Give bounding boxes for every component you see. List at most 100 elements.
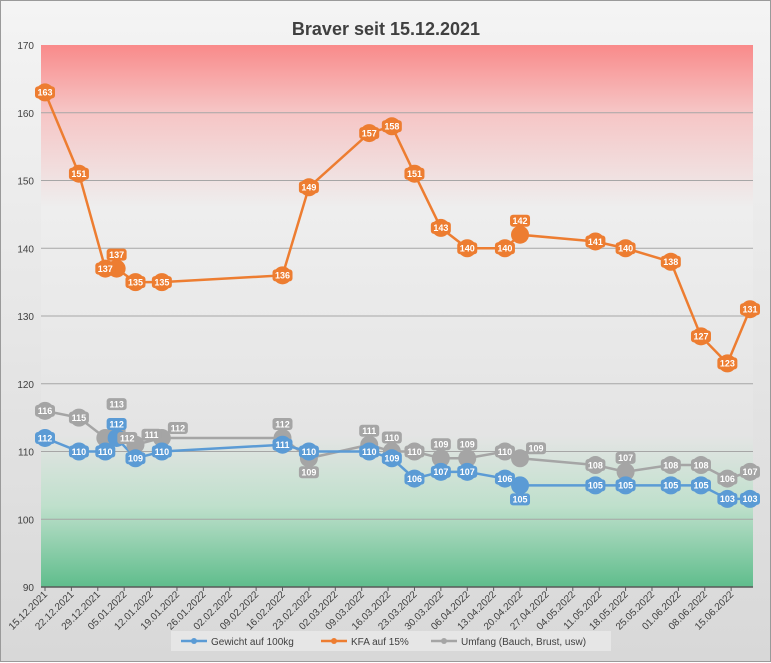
data-label-background bbox=[35, 404, 55, 417]
data-label: 158 bbox=[384, 122, 399, 132]
data-label: 111 bbox=[362, 426, 376, 436]
data-label: 105 bbox=[618, 481, 633, 491]
data-label-background bbox=[151, 445, 172, 458]
data-label-background bbox=[717, 492, 738, 505]
data-label-background bbox=[272, 269, 293, 282]
data-label-background bbox=[95, 262, 116, 275]
data-label-background bbox=[585, 479, 606, 492]
data-label: 109 bbox=[301, 468, 316, 478]
data-label-background bbox=[404, 445, 425, 458]
y-tick-label: 130 bbox=[17, 312, 34, 323]
data-point bbox=[511, 476, 530, 495]
data-label: 113 bbox=[109, 399, 124, 409]
data-label-background bbox=[494, 472, 515, 485]
data-label: 108 bbox=[588, 460, 603, 470]
data-label-background bbox=[68, 411, 89, 424]
data-label-background bbox=[106, 417, 127, 430]
data-label: 140 bbox=[618, 244, 633, 254]
data-label: 110 bbox=[98, 447, 113, 457]
data-label-background bbox=[717, 357, 738, 370]
data-label-background bbox=[510, 493, 531, 506]
data-label-background bbox=[106, 248, 127, 261]
data-label-background bbox=[526, 442, 547, 455]
legend-label: KFA auf 15% bbox=[351, 637, 409, 648]
data-label: 109 bbox=[128, 454, 143, 464]
data-label-background bbox=[690, 459, 711, 472]
data-label: 136 bbox=[275, 271, 290, 281]
data-label: 105 bbox=[513, 495, 528, 505]
data-label-background bbox=[690, 330, 711, 343]
data-label-background bbox=[494, 242, 515, 255]
data-label: 108 bbox=[663, 460, 678, 470]
data-label-background bbox=[298, 445, 319, 458]
data-label: 115 bbox=[72, 413, 87, 423]
data-label: 103 bbox=[720, 494, 735, 504]
data-label: 109 bbox=[529, 444, 544, 454]
data-label-background bbox=[430, 438, 451, 451]
y-tick-label: 160 bbox=[17, 109, 34, 120]
data-label: 141 bbox=[588, 237, 603, 247]
legend: Gewicht auf 100kg KFA auf 15% Umfang (Bauc… bbox=[171, 631, 611, 651]
y-tick-label: 170 bbox=[17, 41, 34, 52]
legend-background bbox=[171, 631, 611, 651]
data-label: 105 bbox=[693, 481, 708, 491]
data-label: 151 bbox=[71, 169, 86, 179]
legend-label: Umfang (Bauch, Brust, usw) bbox=[461, 637, 586, 648]
data-label: 107 bbox=[460, 467, 475, 477]
data-label: 142 bbox=[513, 216, 528, 226]
data-label: 157 bbox=[362, 128, 377, 138]
data-label: 109 bbox=[433, 440, 448, 450]
data-label: 107 bbox=[742, 467, 757, 477]
data-label-background bbox=[68, 167, 89, 180]
data-label-background bbox=[404, 472, 425, 485]
data-label-background bbox=[381, 431, 402, 444]
legend-marker bbox=[331, 638, 337, 644]
data-label-background bbox=[494, 445, 515, 458]
data-label-background bbox=[95, 445, 116, 458]
data-label-background bbox=[359, 445, 380, 458]
data-label: 112 bbox=[38, 433, 53, 443]
data-label-background bbox=[430, 221, 451, 234]
data-label-background bbox=[615, 479, 636, 492]
data-label-background bbox=[298, 181, 319, 194]
data-label: 112 bbox=[275, 419, 290, 429]
data-label: 140 bbox=[460, 244, 475, 254]
data-label: 143 bbox=[433, 223, 448, 233]
data-point bbox=[431, 449, 450, 468]
data-label: 116 bbox=[38, 406, 53, 416]
data-label: 110 bbox=[362, 447, 377, 457]
data-label-background bbox=[430, 465, 451, 478]
data-label: 140 bbox=[497, 244, 512, 254]
data-label-background bbox=[615, 451, 636, 464]
data-label: 105 bbox=[588, 481, 603, 491]
y-tick-label: 100 bbox=[17, 515, 34, 526]
data-label-background bbox=[151, 276, 172, 289]
data-label: 107 bbox=[618, 453, 633, 463]
data-label: 108 bbox=[693, 460, 708, 470]
legend-marker bbox=[191, 638, 197, 644]
data-label: 149 bbox=[301, 183, 316, 193]
data-label-background bbox=[359, 127, 380, 140]
data-label: 127 bbox=[693, 332, 708, 342]
data-label-background bbox=[660, 459, 681, 472]
data-label-background bbox=[615, 242, 636, 255]
data-label-background bbox=[717, 472, 738, 485]
data-label: 137 bbox=[98, 264, 113, 274]
legend-marker bbox=[441, 638, 447, 644]
data-label-background bbox=[35, 86, 55, 99]
data-point bbox=[616, 462, 635, 481]
data-label-background bbox=[141, 428, 162, 441]
data-label-background bbox=[660, 479, 681, 492]
data-label-background bbox=[35, 431, 55, 444]
data-label-background bbox=[68, 445, 89, 458]
data-label-background bbox=[359, 424, 380, 437]
data-label: 103 bbox=[742, 494, 757, 504]
data-label-background bbox=[739, 465, 760, 478]
data-point bbox=[511, 449, 530, 468]
chart-title: Braver seit 15.12.2021 bbox=[292, 19, 480, 39]
data-label: 135 bbox=[154, 277, 169, 287]
data-label: 110 bbox=[407, 447, 422, 457]
data-label: 106 bbox=[497, 474, 512, 484]
data-label: 123 bbox=[720, 359, 735, 369]
data-label: 109 bbox=[384, 454, 399, 464]
